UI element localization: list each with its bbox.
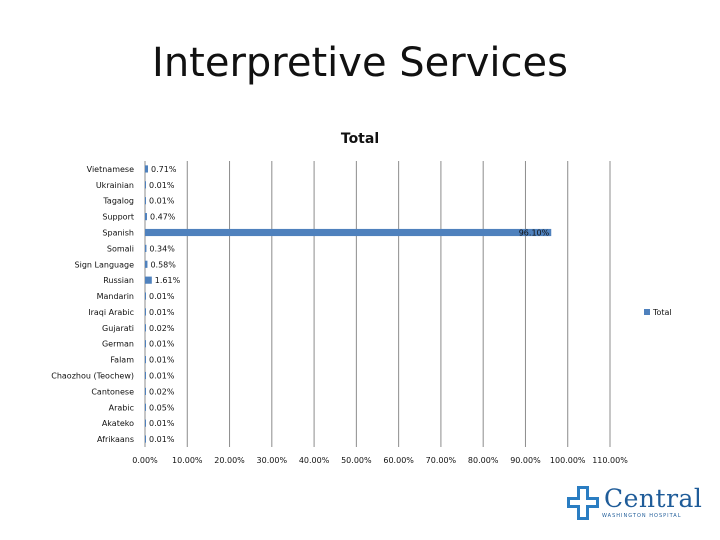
bar (145, 260, 148, 268)
category-label: Afrikaans (97, 435, 134, 444)
data-label: 0.47% (150, 213, 176, 222)
data-label: 0.01% (149, 197, 175, 206)
x-tick-label: 40.00% (299, 456, 330, 465)
data-label: 96.10% (519, 229, 550, 238)
bars (145, 165, 552, 443)
bar (145, 340, 146, 348)
bar (145, 324, 146, 332)
logo-name: Central (604, 484, 703, 513)
bar (145, 181, 146, 189)
x-tick-label: 80.00% (468, 456, 499, 465)
category-label: Arabic (109, 403, 134, 412)
category-label: Spanish (102, 229, 134, 238)
bar (145, 308, 146, 316)
logo-subtitle: WASHINGTON HOSPITAL (602, 513, 682, 519)
x-tick-label: 60.00% (383, 456, 414, 465)
data-label: 0.58% (150, 260, 176, 269)
category-label: Vietnamese (87, 165, 134, 174)
data-label: 0.01% (149, 340, 175, 349)
data-label: 0.01% (149, 308, 175, 317)
category-label: Tagalog (102, 197, 134, 206)
bar (145, 165, 149, 173)
x-tick-label: 20.00% (214, 456, 245, 465)
bar (145, 371, 146, 380)
x-tick-label: 110.00% (592, 456, 628, 465)
category-label: Cantonese (91, 387, 134, 396)
data-label: 0.34% (149, 244, 175, 253)
slide-title: Interpretive Services (152, 40, 568, 86)
x-tick-labels: 0.00% 10.00% 20.00% 30.00% 40.00% 50.00% 60.00… (132, 456, 628, 465)
data-label: 0.01% (149, 435, 175, 444)
bar (145, 228, 552, 237)
category-label: Russian (103, 276, 134, 285)
category-label: Iraqi Arabic (88, 308, 134, 317)
x-tick-label: 100.00% (550, 456, 586, 465)
legend-swatch (644, 309, 650, 315)
legend: Total (644, 308, 672, 317)
category-label: Sign Language (75, 260, 135, 269)
x-tick-label: 30.00% (257, 456, 288, 465)
gridlines (144, 161, 611, 447)
x-tick-label: 10.00% (172, 456, 203, 465)
data-label: 0.01% (149, 372, 175, 381)
bar (145, 356, 146, 364)
bar (145, 403, 146, 411)
data-label: 0.02% (149, 324, 175, 333)
bar (145, 435, 146, 443)
bar (145, 419, 146, 427)
category-label: Somali (107, 244, 134, 253)
data-label: 0.01% (149, 292, 175, 301)
data-label: 0.01% (149, 419, 175, 428)
category-label: Mandarin (97, 292, 134, 301)
category-label: Ukrainian (96, 181, 134, 190)
bar (145, 213, 147, 221)
central-logo: Central WASHINGTON HOSPITAL (566, 484, 702, 524)
x-tick-label: 50.00% (341, 456, 372, 465)
data-label: 1.61% (155, 276, 181, 285)
category-label: Support (102, 213, 134, 222)
chart-title: Total (341, 131, 379, 147)
category-labels: Vietnamese Ukrainian Tagalog Support Spanish… (51, 165, 134, 444)
legend-label: Total (652, 308, 672, 317)
data-labels: 0.71% 0.01% 0.01% 0.47% 96.10% 0.34% 0.58% 1.61… (149, 165, 550, 444)
x-tick-label: 90.00% (510, 456, 541, 465)
bar (145, 197, 146, 205)
data-label: 0.05% (149, 403, 175, 412)
x-tick-label: 70.00% (426, 456, 457, 465)
bar (145, 244, 147, 252)
category-label: Chaozhou (Teochew) (51, 372, 134, 381)
data-label: 0.02% (149, 387, 175, 396)
data-label: 0.01% (149, 356, 175, 365)
bar (145, 387, 146, 395)
category-label: Falam (110, 356, 134, 365)
bar (145, 292, 146, 300)
x-tick-label: 0.00% (132, 456, 158, 465)
category-label: Akateko (102, 419, 134, 428)
category-label: Gujarati (102, 324, 134, 333)
category-label: German (102, 340, 134, 349)
cross-logo-icon (567, 486, 599, 520)
bar (145, 276, 152, 284)
data-label: 0.01% (149, 181, 175, 190)
data-label: 0.71% (151, 165, 177, 174)
